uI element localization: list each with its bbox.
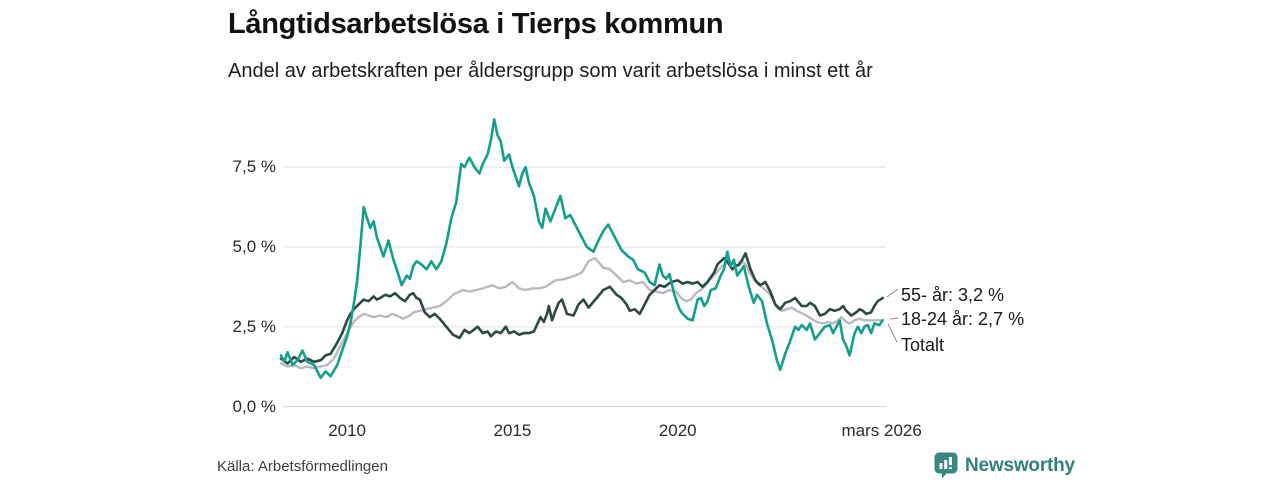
y-axis-tick: 7,5 % — [232, 157, 276, 177]
series-line-Totalt — [279, 256, 884, 370]
x-axis-tick: mars 2026 — [841, 421, 922, 440]
page-title: Långtidsarbetslösa i Tierps kommun — [228, 8, 724, 40]
series-label-totalt: Totalt — [901, 335, 945, 355]
y-axis-tick: 0,0 % — [232, 396, 276, 416]
brand: Newsworthy — [934, 452, 1075, 479]
brand-name: Newsworthy — [965, 454, 1075, 476]
series-line-55- år — [279, 252, 885, 365]
source-note: Källa: Arbetsförmedlingen — [217, 458, 388, 475]
x-axis-tick: 2010 — [328, 421, 367, 440]
series-label-18-24: 18-24 år: 2,7 % — [901, 309, 1025, 329]
chart-subtitle: Andel av arbetskraften per åldersgrupp s… — [228, 60, 873, 82]
leader-line-totalt — [887, 323, 898, 343]
x-axis-tick: 2020 — [658, 421, 697, 440]
series-label-55: 55- år: 3,2 % — [901, 285, 1005, 305]
gridlines — [283, 166, 886, 408]
x-axis-tick: 2015 — [493, 421, 532, 440]
annotation-leader-lines — [886, 288, 899, 343]
newsworthy-logo-icon — [934, 452, 958, 479]
series-line-18-24 år — [279, 118, 885, 380]
y-axis-tick: 5,0 % — [232, 236, 276, 256]
leader-line-55 — [886, 288, 899, 298]
y-axis-tick: 2,5 % — [232, 316, 276, 336]
leader-line-18-24 — [889, 317, 899, 320]
series-lines — [279, 118, 885, 380]
